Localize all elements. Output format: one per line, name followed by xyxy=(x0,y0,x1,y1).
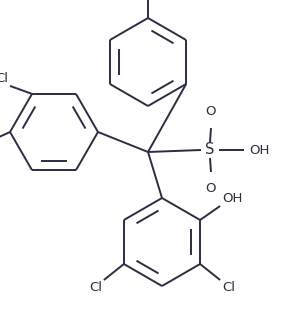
Text: Cl: Cl xyxy=(89,281,102,294)
Text: OH: OH xyxy=(222,192,243,205)
Text: Cl: Cl xyxy=(222,281,235,294)
Text: O: O xyxy=(206,105,216,118)
Text: OH: OH xyxy=(249,143,269,156)
Text: O: O xyxy=(206,182,216,195)
Text: S: S xyxy=(205,142,215,157)
Text: Cl: Cl xyxy=(0,72,8,85)
